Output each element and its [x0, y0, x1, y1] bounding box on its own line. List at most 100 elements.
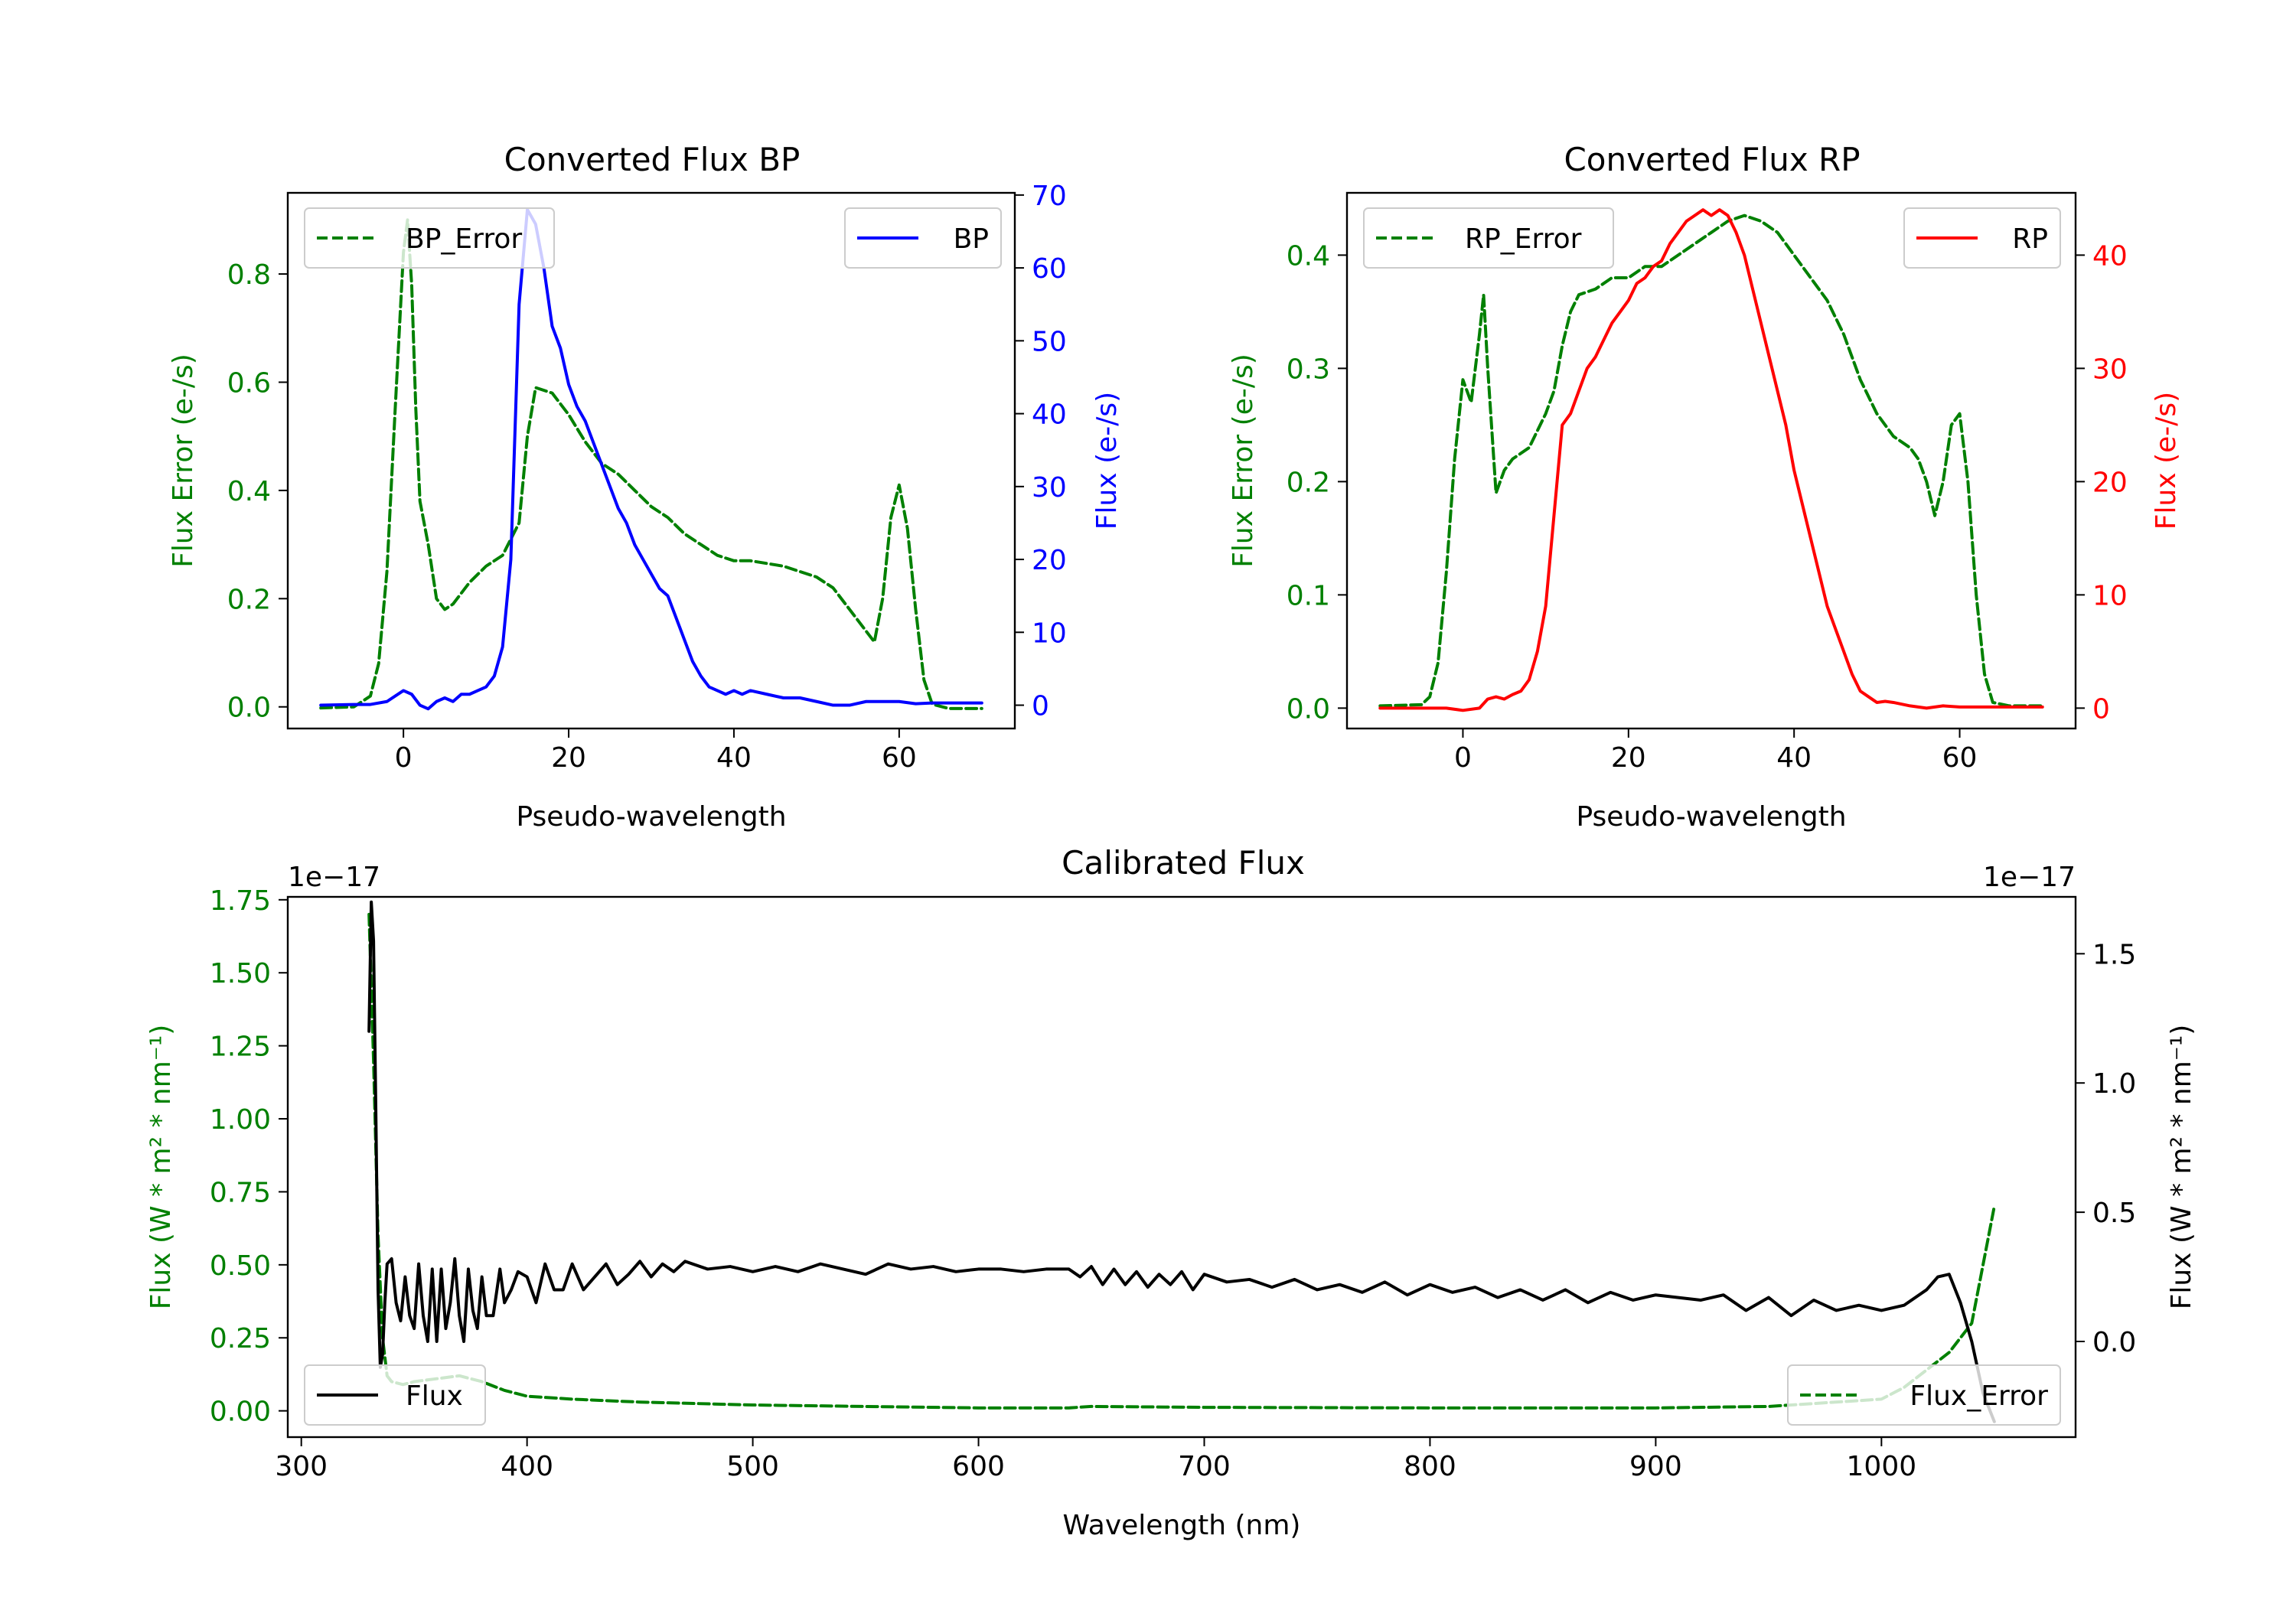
legend-box — [1363, 207, 1614, 269]
series-line-rp-error — [1378, 214, 2044, 708]
x-tick-label: 500 — [726, 1451, 779, 1482]
legend-rp-error: RP_Error — [1363, 207, 1614, 269]
right-axis-label: Flux (e-/s) — [1091, 392, 1123, 530]
right-y-tick-label: 20 — [1032, 545, 1067, 576]
left-y-tick-label: 1.00 — [210, 1104, 271, 1136]
axes-frame — [286, 191, 1016, 730]
left-y-tick-label: 1.50 — [210, 958, 271, 989]
left-y-tick-label: 0.0 — [227, 693, 271, 724]
right-y-tick-label: 0 — [2092, 693, 2110, 725]
x-tick-label: 400 — [501, 1451, 553, 1482]
x-tick-label: 800 — [1404, 1451, 1456, 1482]
panel-rp: Converted Flux RP 0 20 40 60 0.00.10.20.30.… — [1228, 141, 2182, 833]
legend-label: RP_Error — [1465, 223, 1582, 255]
legend-label: BP — [954, 223, 989, 255]
x-axis-ticks: 0 20 40 60 — [1454, 729, 1977, 774]
right-axis-ticks: 0.0 0.5 1.0 1.5 — [2076, 939, 2136, 1358]
legend-bp-error: BP_Error — [304, 207, 555, 269]
x-axis-label: Pseudo-wavelength — [516, 801, 786, 833]
right-y-tick-label: 1.0 — [2092, 1068, 2136, 1100]
x-tick-label: 20 — [1611, 742, 1646, 774]
axes-frame — [1345, 191, 2077, 730]
x-axis-label: Wavelength (nm) — [1063, 1510, 1301, 1541]
chart-title: Calibrated Flux — [1062, 844, 1305, 882]
right-y-tick-label: 70 — [1032, 181, 1067, 212]
left-y-tick-label: 0.25 — [210, 1323, 271, 1354]
x-tick-label: 900 — [1629, 1451, 1682, 1482]
left-axis-label: Flux Error (e-/s) — [168, 354, 199, 568]
legend-bp: BP — [844, 207, 1002, 269]
left-axis-ticks: 0.00 0.25 0.50 0.75 1.00 1.25 1.50 1.75 — [210, 885, 288, 1428]
right-offset-text: 1e−17 — [1983, 862, 2076, 893]
plot-area — [1378, 208, 2044, 712]
legend-flux: Flux — [304, 1364, 486, 1426]
x-tick-label: 700 — [1178, 1451, 1231, 1482]
legend-box — [304, 207, 555, 269]
right-y-tick-label: 10 — [1032, 618, 1067, 649]
left-y-tick-label: 0.8 — [227, 259, 271, 291]
left-axis-ticks: 0.0 0.1 0.2 0.3 0.4 — [1287, 240, 1347, 725]
right-y-tick-label: 0.5 — [2092, 1198, 2136, 1229]
chart-title: Converted Flux BP — [504, 141, 801, 178]
legend-box — [844, 207, 1002, 269]
x-tick-label: 300 — [275, 1451, 328, 1482]
x-tick-label: 0 — [1454, 742, 1472, 774]
right-y-tick-label: 30 — [1032, 472, 1067, 504]
panel-calibrated: Calibrated Flux 1e−17 1e−17 300 400 500 600… — [145, 844, 2197, 1541]
right-y-tick-label: 0 — [1032, 691, 1049, 722]
right-y-tick-label: 40 — [2092, 240, 2128, 272]
legend-label: Flux_Error — [1910, 1380, 2048, 1412]
axes-frame — [286, 895, 2077, 1439]
left-y-tick-label: 0.75 — [210, 1177, 271, 1208]
right-y-tick-label: 1.5 — [2092, 939, 2136, 970]
series-line-bp — [319, 207, 983, 711]
legend-label: BP_Error — [406, 223, 522, 255]
left-y-tick-label: 0.2 — [227, 584, 271, 615]
left-y-tick-label: 0.1 — [1287, 580, 1330, 611]
right-y-tick-label: 20 — [2092, 467, 2128, 498]
left-axis-label: Flux Error (e-/s) — [1228, 354, 1259, 568]
right-axis-ticks: 0 10 20 30 40 — [2076, 240, 2128, 725]
right-y-tick-label: 60 — [1032, 253, 1067, 285]
right-y-tick-label: 10 — [2092, 580, 2128, 611]
series-line-flux — [367, 900, 1996, 1423]
x-tick-label: 60 — [1942, 742, 1978, 774]
legend-box — [304, 1364, 486, 1426]
series-line-bp-error — [319, 218, 983, 710]
right-y-tick-label: 30 — [2092, 354, 2128, 385]
series-line-rp — [1378, 208, 2044, 712]
legend-flux-error: Flux_Error — [1787, 1364, 2061, 1426]
x-tick-label: 40 — [716, 742, 752, 774]
right-axis-label: Flux (W * m² * nm⁻¹) — [2166, 1025, 2197, 1310]
right-y-tick-label: 40 — [1032, 399, 1067, 431]
left-axis-ticks: 0.0 0.2 0.4 0.6 0.8 — [227, 259, 288, 724]
x-tick-label: 1000 — [1847, 1451, 1917, 1482]
left-y-tick-label: 1.75 — [210, 885, 271, 917]
plot-area — [319, 207, 983, 711]
right-y-tick-label: 50 — [1032, 326, 1067, 357]
legend-rp: RP — [1903, 207, 2061, 269]
left-y-tick-label: 0.2 — [1287, 467, 1330, 498]
left-y-tick-label: 0.0 — [1287, 693, 1330, 725]
x-axis-ticks: 0 20 40 60 — [395, 729, 917, 774]
left-offset-text: 1e−17 — [288, 862, 380, 893]
legend-label: Flux — [406, 1380, 463, 1412]
x-tick-label: 600 — [952, 1451, 1005, 1482]
chart-title: Converted Flux RP — [1564, 141, 1860, 178]
x-axis-ticks: 300 400 500 600 700 800 900 1000 — [275, 1437, 1916, 1482]
left-y-tick-label: 0.50 — [210, 1250, 271, 1282]
panel-bp: Converted Flux BP 0 20 40 60 0.00.20.40.60.… — [168, 141, 1123, 833]
left-y-tick-label: 0.4 — [227, 476, 271, 507]
x-tick-label: 40 — [1776, 742, 1812, 774]
left-y-tick-label: 0.3 — [1287, 354, 1330, 385]
x-tick-label: 60 — [882, 742, 917, 774]
legend-label: RP — [2012, 223, 2048, 255]
right-axis-ticks: 0 10 20 30 40 50 60 70 — [1015, 181, 1067, 722]
legend-box — [1903, 207, 2061, 269]
right-axis-label: Flux (e-/s) — [2151, 392, 2182, 530]
x-axis-label: Pseudo-wavelength — [1576, 801, 1846, 833]
left-y-tick-label: 0.00 — [210, 1397, 271, 1428]
left-axis-label: Flux (W * m² * nm⁻¹) — [145, 1025, 177, 1310]
right-y-tick-label: 0.0 — [2092, 1327, 2136, 1358]
